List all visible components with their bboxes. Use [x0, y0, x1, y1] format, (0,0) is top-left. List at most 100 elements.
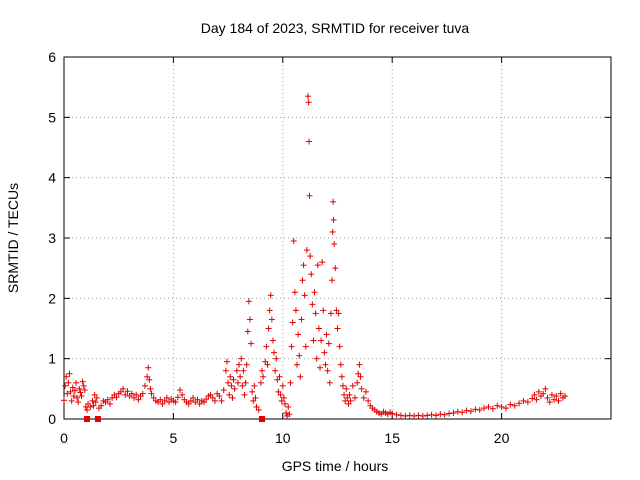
- data-point: [222, 367, 229, 374]
- data-point: [70, 393, 77, 400]
- data-point: [334, 325, 341, 332]
- data-point: [67, 388, 74, 395]
- data-point: [257, 379, 264, 386]
- data-point: [87, 403, 94, 410]
- data-point: [498, 403, 505, 410]
- data-point: [268, 316, 275, 323]
- data-point: [172, 399, 179, 406]
- data-point: [358, 385, 365, 392]
- data-point: [240, 367, 247, 374]
- data-point: [244, 328, 251, 335]
- data-point: [166, 399, 173, 406]
- data-point: [329, 277, 336, 284]
- data-point: [524, 399, 531, 406]
- data-point: [224, 358, 231, 365]
- data-point: [562, 393, 569, 400]
- data-point: [139, 390, 146, 397]
- data-point: [314, 262, 321, 269]
- data-point: [225, 379, 232, 386]
- data-point: [243, 361, 250, 368]
- data-point: [246, 316, 253, 323]
- data-point: [393, 411, 400, 418]
- data-point: [190, 394, 197, 401]
- data-point: [419, 412, 426, 419]
- data-point: [531, 391, 538, 398]
- data-point: [117, 388, 124, 395]
- data-point: [494, 402, 501, 409]
- data-point: [163, 394, 170, 401]
- data-point: [529, 395, 536, 402]
- data-point: [324, 367, 331, 374]
- data-point: [264, 361, 271, 368]
- data-point: [502, 405, 509, 412]
- data-point: [128, 390, 135, 397]
- data-point: [131, 394, 138, 401]
- data-point: [437, 411, 444, 418]
- data-point: [145, 364, 152, 371]
- data-point: [289, 319, 296, 326]
- data-point: [74, 394, 81, 401]
- data-point: [196, 400, 203, 407]
- data-point: [319, 259, 326, 266]
- x-tick-label: 5: [170, 430, 178, 446]
- zero-marker: [83, 416, 90, 422]
- data-point: [272, 367, 279, 374]
- data-point: [113, 394, 120, 401]
- y-tick-label: 5: [48, 109, 56, 125]
- data-point: [331, 241, 338, 248]
- data-point: [389, 410, 396, 417]
- data-point: [415, 412, 422, 419]
- data-point: [227, 373, 234, 380]
- data-point: [203, 396, 210, 403]
- data-point: [520, 397, 527, 404]
- data-point: [450, 409, 457, 416]
- data-point: [262, 358, 269, 365]
- x-tick-label: 10: [275, 430, 291, 446]
- data-point: [318, 337, 325, 344]
- data-point: [241, 391, 248, 398]
- data-point: [207, 391, 214, 398]
- data-point: [347, 397, 354, 404]
- data-point: [542, 385, 549, 392]
- data-point: [313, 355, 320, 362]
- data-point: [548, 391, 555, 398]
- data-point: [276, 373, 283, 380]
- data-point: [325, 340, 332, 347]
- data-point: [104, 396, 111, 403]
- data-point: [511, 402, 518, 409]
- data-point: [360, 394, 367, 401]
- y-tick-label: 1: [48, 351, 56, 367]
- data-point: [98, 402, 105, 409]
- data-point: [299, 277, 306, 284]
- data-point: [298, 316, 305, 323]
- data-point: [174, 394, 181, 401]
- data-point: [194, 396, 201, 403]
- data-point: [79, 378, 86, 385]
- data-point: [454, 408, 461, 415]
- data-point: [271, 349, 278, 356]
- data-point: [218, 397, 225, 404]
- data-point: [63, 373, 70, 380]
- data-point: [280, 394, 287, 401]
- data-point: [301, 292, 308, 299]
- data-point: [124, 388, 131, 395]
- data-point: [267, 292, 274, 299]
- data-point: [159, 400, 166, 407]
- data-point: [312, 310, 319, 317]
- data-point: [342, 397, 349, 404]
- data-point: [285, 403, 292, 410]
- data-point: [481, 405, 488, 412]
- zero-marker: [94, 416, 101, 422]
- data-point: [92, 399, 99, 406]
- data-point: [231, 385, 238, 392]
- data-point: [260, 373, 267, 380]
- data-point: [201, 399, 208, 406]
- axis-ticks: 0 5 10 15 20 0 1 2 3 4 5 6: [48, 49, 611, 446]
- data-point: [397, 412, 404, 419]
- data-point: [343, 385, 350, 392]
- data-point: [274, 376, 281, 383]
- data-point: [535, 388, 542, 395]
- data-point: [249, 388, 256, 395]
- data-point: [93, 394, 100, 401]
- data-point: [144, 373, 151, 380]
